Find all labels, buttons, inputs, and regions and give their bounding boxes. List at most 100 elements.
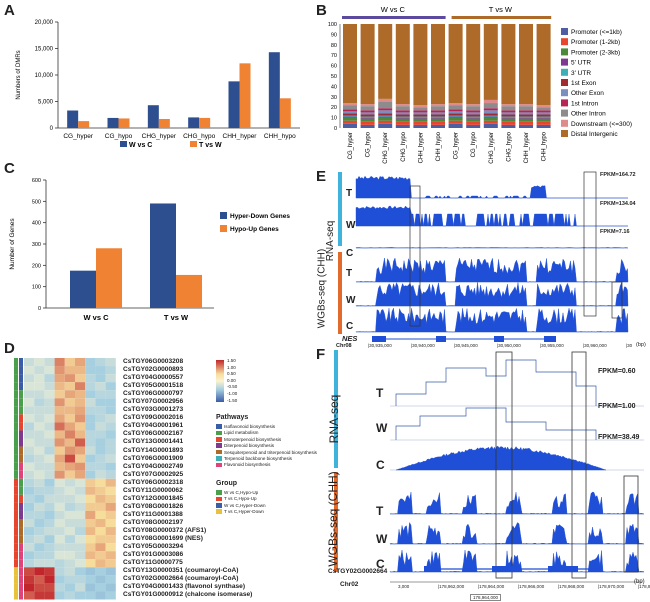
stack-segment	[395, 24, 410, 105]
coverage-wgbs	[355, 281, 629, 307]
bar-w-vs-c	[268, 52, 280, 128]
exon	[372, 336, 386, 342]
sub-coord-f: 178,964,000	[470, 594, 502, 601]
pathway-annotation-cell	[19, 438, 23, 447]
stack-segment	[431, 114, 445, 117]
coverage-wgbs	[355, 307, 629, 333]
heatmap-cell	[44, 559, 55, 568]
heatmap-cell	[64, 494, 75, 503]
stack-segment	[519, 104, 533, 107]
y-tick-label: 60	[331, 64, 337, 70]
stack-segment	[501, 112, 516, 115]
heatmap-cell	[54, 430, 65, 439]
heatmap-cell	[34, 583, 45, 592]
heatmap-cell	[44, 422, 55, 431]
heatmap-cell	[34, 422, 45, 431]
heatmap-cell	[54, 559, 65, 568]
pathway-annotation-cell	[19, 414, 23, 423]
heatmap-cell	[44, 446, 55, 455]
stack-segment	[501, 104, 516, 107]
stack-segment	[360, 116, 375, 118]
pathway-annotation-cell	[19, 470, 23, 479]
gene-name: CsTGY08G0000372 (AFS1)	[123, 526, 207, 534]
stack-segment	[360, 104, 375, 107]
legend-swatch	[216, 437, 222, 442]
group-annotation-cell	[14, 470, 18, 479]
heatmap-cell	[64, 366, 75, 375]
heatmap-cell	[44, 406, 55, 415]
stack-segment	[378, 115, 393, 117]
heatmap-cell	[64, 486, 75, 495]
stack-segment	[360, 112, 375, 115]
group-annotation-cell	[14, 446, 18, 455]
heatmap-cell	[95, 462, 106, 471]
gene-name: CsTGY08G0002197	[123, 518, 184, 526]
heatmap-cell	[44, 374, 55, 383]
y-tick-label: 80	[331, 43, 337, 49]
legend-swatch	[561, 28, 568, 35]
stack-segment	[413, 112, 428, 115]
stack-segment	[360, 118, 375, 122]
legend-swatch	[561, 109, 568, 117]
stack-segment	[536, 112, 551, 115]
heatmap-cell	[34, 551, 45, 560]
coverage-rna-c	[355, 247, 629, 249]
highlight-box	[571, 351, 587, 579]
heatmap-cell	[54, 438, 65, 447]
heatmap-cell	[54, 486, 65, 495]
heatmap-cell	[95, 519, 106, 528]
group-annotation-cell	[14, 502, 18, 511]
legend-swatch	[120, 141, 127, 147]
legend-swatch	[561, 79, 568, 86]
heatmap-cell	[105, 382, 116, 391]
heatmap-cell	[95, 543, 106, 552]
y-tick-label: 100	[32, 285, 41, 291]
sample-c-e2: C	[346, 321, 354, 332]
heatmap-cell	[75, 406, 86, 415]
heatmap-cell	[85, 366, 96, 375]
pathway-annotation-cell	[19, 382, 23, 391]
heatmap-cell	[64, 358, 75, 367]
coordinate-label: |178,964,000	[478, 584, 505, 589]
heatmap-cell	[34, 390, 45, 399]
heatmap-cell	[85, 567, 96, 576]
heatmap-cell	[75, 486, 86, 495]
group-title: Group	[216, 480, 237, 487]
stack-segment	[483, 99, 498, 104]
heatmap-cell	[85, 494, 96, 503]
stack-segment	[378, 24, 393, 99]
rna-seq-bar	[338, 172, 342, 246]
heatmap-cell	[44, 398, 55, 407]
heatmap-cell	[64, 470, 75, 479]
heatmap-cell	[105, 478, 116, 487]
heatmap-cell	[34, 398, 45, 407]
bar-w-vs-c	[107, 117, 119, 128]
stack-segment	[466, 117, 481, 119]
rna-seq-label-f: RNA-seq	[327, 394, 341, 444]
heatmap-cell	[54, 358, 65, 367]
highlight-box	[623, 475, 639, 573]
stack-segment	[519, 112, 533, 115]
heatmap-cell	[95, 478, 106, 487]
pathway-annotation-cell	[19, 591, 23, 600]
x-tick-label: CHG_hypo	[183, 133, 216, 140]
heatmap-cell	[24, 591, 35, 600]
group-annotation-cell	[14, 374, 18, 383]
stack-segment	[413, 105, 428, 108]
pathways-title: Pathways	[216, 414, 249, 421]
stack-segment	[536, 114, 551, 117]
stack-segment	[343, 111, 357, 114]
group-annotation-cell	[14, 527, 18, 536]
fpkm-t-e: FPKM=164.72	[600, 172, 636, 178]
stack-segment	[395, 114, 410, 117]
x-tick-label: CHH_hyper	[223, 133, 258, 140]
stack-segment	[501, 106, 516, 111]
coverage-rna-w	[395, 407, 597, 440]
sample-t-e: T	[346, 188, 353, 199]
stack-segment	[395, 112, 410, 115]
exon	[494, 336, 504, 342]
heatmap-cell	[75, 527, 86, 536]
group-annotation-cell	[14, 519, 18, 528]
legend-label: Diterpenoid biosynthesis	[224, 443, 275, 449]
heatmap-cell	[34, 486, 45, 495]
